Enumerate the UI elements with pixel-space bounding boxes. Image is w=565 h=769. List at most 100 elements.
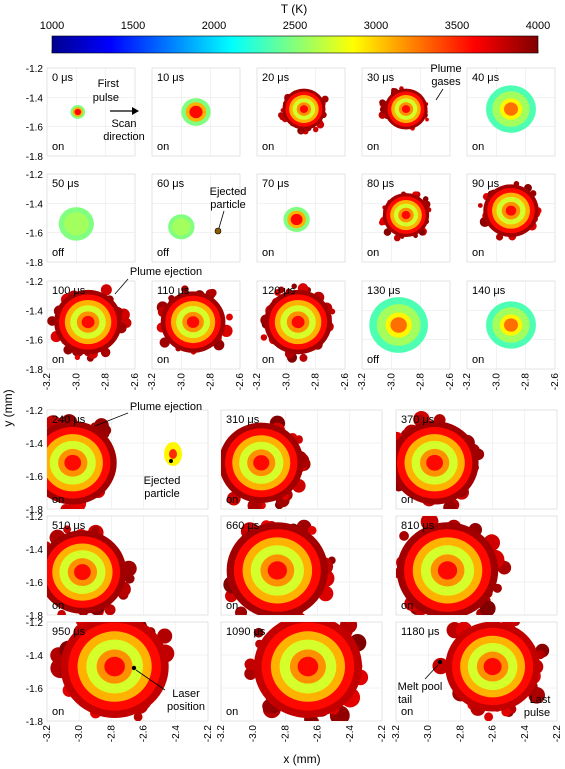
frame-time-label: 70 μs	[262, 178, 290, 190]
x-tick-label: -2.6	[488, 725, 499, 743]
frame-time-label: 110 μs	[157, 285, 190, 297]
x-tick-label: -3.0	[176, 373, 187, 391]
x-axis-label: x (mm)	[283, 752, 320, 766]
x-tick-label: -2.2	[377, 725, 388, 743]
panel-background	[46, 67, 136, 157]
x-tick-label: -2.8	[206, 373, 217, 391]
x-tick-label: -3.0	[491, 373, 502, 391]
heat-contour	[64, 454, 82, 471]
heat-blob	[432, 657, 449, 675]
melt-pool-heatmap	[477, 181, 542, 241]
melt-pool-heatmap	[378, 86, 429, 131]
y-tick-label: -1.4	[26, 439, 44, 450]
melt-pool-heatmap	[168, 214, 195, 240]
melt-pool-heatmap	[58, 207, 94, 241]
frame-panel: 510 μs on	[46, 515, 209, 616]
annotation-last-pulse: Last	[530, 694, 551, 706]
y-tick-label: -1.2	[26, 277, 44, 288]
laser-state-label: on	[226, 706, 238, 718]
frame-time-label: 80 μs	[367, 178, 395, 190]
frame-panel: 240 μs on	[30, 409, 209, 510]
heat-contour	[253, 455, 270, 471]
laser-state-label: on	[262, 247, 274, 259]
heat-blob	[92, 526, 100, 534]
melt-pool-heatmap	[156, 285, 233, 355]
y-axis-label: y (mm)	[1, 389, 15, 426]
annotation-leader	[435, 88, 444, 101]
x-tick-label: -3.2	[42, 725, 53, 743]
melt-pool-heatmap	[50, 622, 175, 721]
laser-state-label: on	[472, 247, 484, 259]
y-tick-label: -1.8	[26, 365, 44, 376]
x-tick-label: -3.0	[74, 725, 85, 743]
x-tick-label: -2.8	[101, 373, 112, 391]
frame-time-label: 510 μs	[52, 520, 86, 532]
ejected-particle-blob	[169, 449, 177, 459]
y-tick-label: -1.4	[26, 306, 44, 317]
y-tick-label: -1.6	[26, 123, 44, 134]
x-tick-label: -3.2	[216, 725, 227, 743]
frame-time-label: 100 μs	[52, 285, 86, 297]
laser-state-label: on	[367, 141, 379, 153]
heat-blob	[63, 525, 72, 534]
x-tick-label: -2.6	[130, 373, 141, 391]
y-tick-label: -1.6	[26, 336, 44, 347]
melt-pool-heatmap	[486, 85, 536, 133]
annotation-leader	[114, 278, 129, 295]
x-tick-label: -2.8	[455, 725, 466, 743]
frame-panel: 10 μs on	[151, 67, 241, 157]
laser-state-label: on	[157, 354, 169, 366]
heat-blob	[30, 454, 38, 462]
frame-time-label: 50 μs	[52, 178, 80, 190]
heat-blob	[379, 99, 386, 106]
colorbar-label: T (K)	[281, 2, 307, 16]
x-tick-label: -2.6	[235, 373, 246, 391]
heat-contour	[290, 213, 303, 226]
heat-blob	[329, 308, 336, 315]
laser-state-label: on	[157, 141, 169, 153]
frame-time-label: 240 μs	[52, 414, 86, 426]
melt-pool-tail-marker	[437, 659, 443, 665]
heat-blob	[312, 126, 319, 133]
x-tick-label: -2.2	[203, 725, 214, 743]
frame-panel: 310 μs on	[220, 409, 383, 510]
frame-panel: 660 μs on	[220, 515, 383, 616]
laser-state-label: on	[262, 354, 274, 366]
frame-panel: 90 μs on	[466, 173, 556, 263]
heat-blob	[378, 111, 387, 119]
heat-contour	[401, 210, 411, 220]
heat-contour	[74, 564, 91, 581]
x-tick-label: -2.8	[311, 373, 322, 391]
x-tick-label: -2.6	[313, 725, 324, 743]
frame-panel: 120 μs on	[256, 280, 346, 370]
heat-contour	[505, 205, 517, 216]
colorbar-ticks: 1000 1500 2000 2500 3000 3500 4000	[40, 20, 550, 53]
heat-blob	[307, 525, 317, 535]
frame-panel: 140 μs on	[466, 280, 556, 370]
x-tick-label: -2.8	[521, 373, 532, 391]
y-tick-label: -1.8	[26, 717, 44, 728]
laser-state-label: on	[52, 706, 64, 718]
heat-contour	[104, 656, 125, 677]
laser-state-label: on	[472, 141, 484, 153]
annotation-ejected-particle: Ejected	[210, 186, 247, 198]
annotation-plume-ejection: Plume ejection	[130, 266, 202, 278]
frame-time-label: 130 μs	[367, 285, 401, 297]
frame-time-label: 20 μs	[262, 72, 290, 84]
axes: -1.2-1.4-1.6-1.8-1.2-1.4-1.6-1.8-1.2-1.4…	[26, 64, 563, 742]
frame-time-label: 370 μs	[401, 414, 435, 426]
annotation-leader	[218, 210, 225, 229]
frame-panels: 0 μs on 10 μs on 20 μs on 30 μs on 40 μs on 50 μs o…	[30, 67, 558, 722]
ejected-particle-marker	[214, 227, 222, 235]
annotation-laser-position: Laser	[172, 688, 200, 700]
annotation-laser-position: position	[167, 701, 205, 713]
y-tick-label: -1.2	[26, 618, 44, 629]
colorbar-tick-label: 1500	[121, 20, 145, 32]
heat-blob	[133, 712, 143, 721]
y-tick-label: -1.2	[26, 170, 44, 181]
laser-state-label: on	[401, 600, 413, 612]
melt-pool-heatmap	[223, 519, 336, 615]
frame-panel: 130 μs off	[361, 280, 451, 370]
heat-blob	[226, 313, 233, 321]
